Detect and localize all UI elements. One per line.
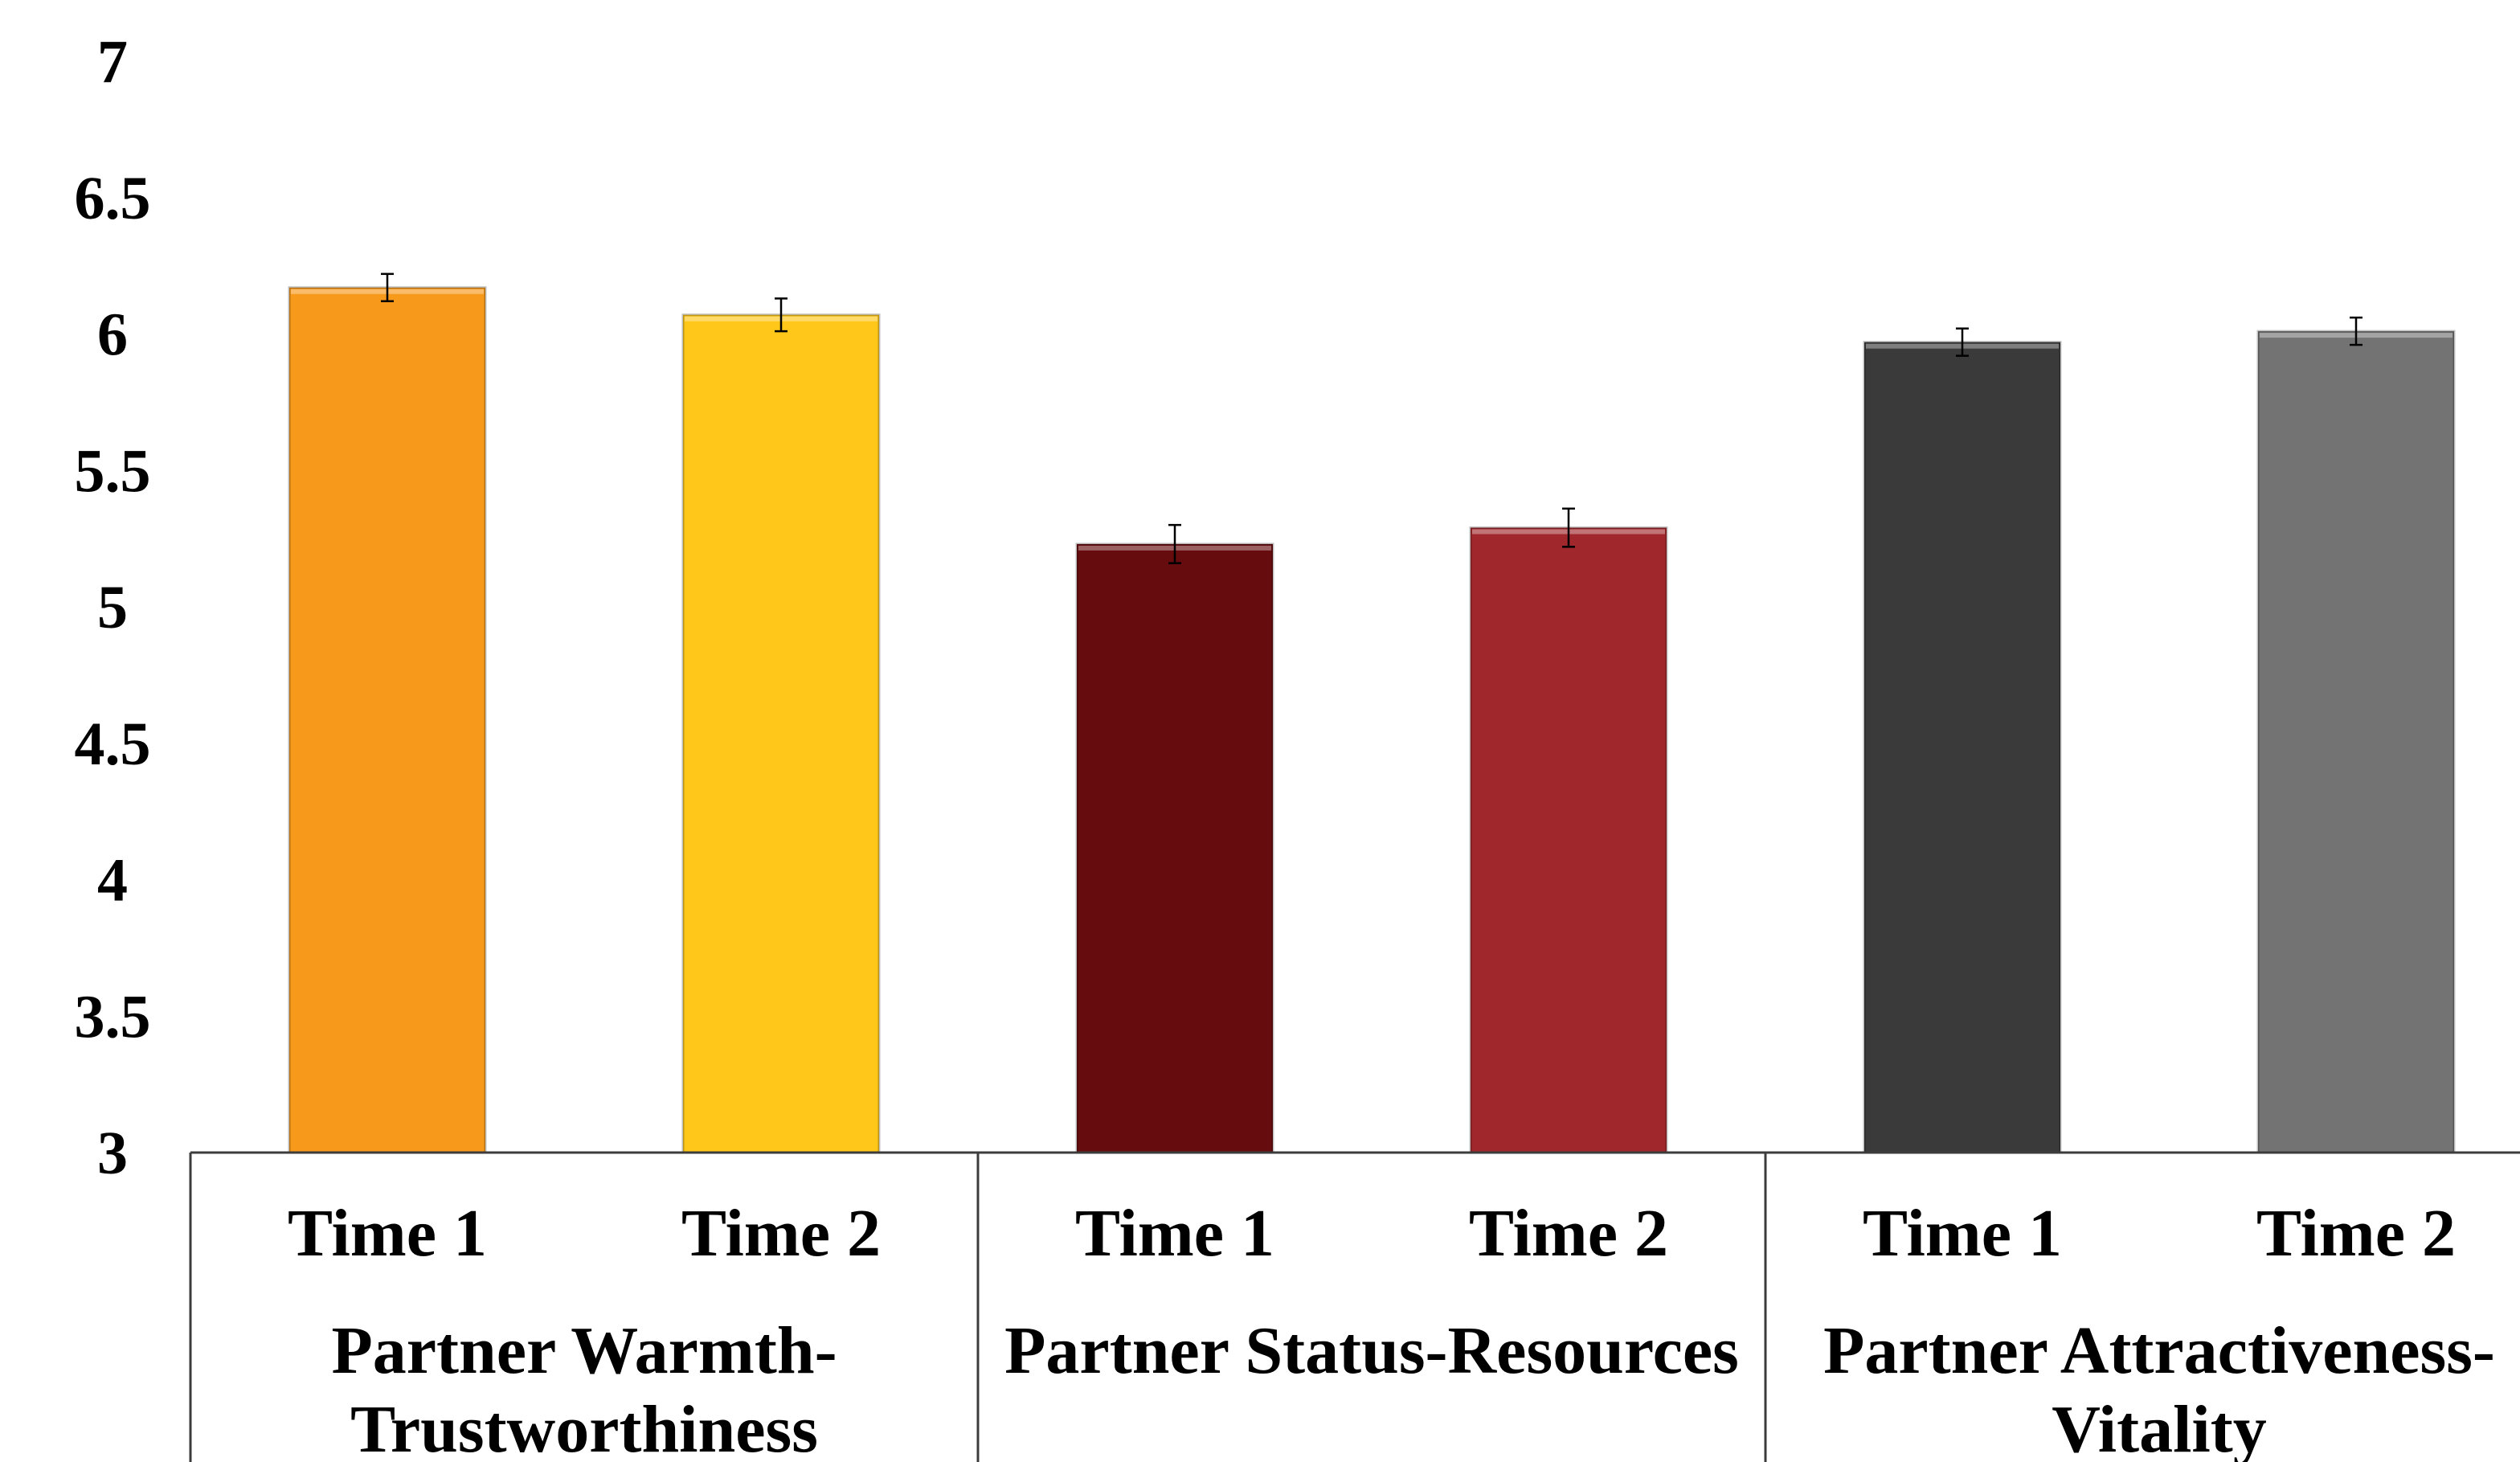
bars xyxy=(288,286,2456,1154)
x-axis-labels: Time 1 Time 2 Partner Warmth-Trustworthine… xyxy=(288,1196,2495,1462)
x-tick-label: Time 1 xyxy=(288,1196,487,1271)
bar xyxy=(1469,526,1668,1154)
y-tick-label: 7 xyxy=(97,28,128,96)
x-tick-label: Time 2 xyxy=(1469,1196,1668,1271)
group-label: Vitality xyxy=(2052,1392,2267,1462)
bar xyxy=(681,313,881,1154)
y-tick-label: 3.5 xyxy=(75,983,151,1050)
bar xyxy=(1075,543,1274,1154)
bar xyxy=(1863,341,2062,1154)
x-axis xyxy=(189,1151,2520,1462)
error-bars xyxy=(381,272,2362,564)
x-tick-label: Time 2 xyxy=(2256,1196,2456,1271)
group-label: Partner Warmth- xyxy=(331,1313,837,1388)
y-tick-label: 5 xyxy=(97,574,128,641)
y-tick-label: 4 xyxy=(97,847,128,915)
y-tick-label: 6 xyxy=(97,301,128,369)
x-tick-label: Time 1 xyxy=(1075,1196,1274,1271)
x-tick-label: Time 1 xyxy=(1863,1196,2062,1271)
y-tick-label: 3 xyxy=(97,1120,128,1187)
y-tick-label: 6.5 xyxy=(75,165,151,232)
y-tick-label: 4.5 xyxy=(75,711,151,778)
y-tick-label: 5.5 xyxy=(75,437,151,505)
group-label: Partner Attractiveness- xyxy=(1823,1313,2495,1388)
y-axis-tick-labels: 3 3.5 4 4.5 5 5.5 6 6.5 7 xyxy=(75,28,151,1187)
bar xyxy=(2256,330,2456,1154)
x-tick-label: Time 2 xyxy=(681,1196,881,1271)
group-label: Partner Status-Resources xyxy=(1004,1313,1739,1388)
bar xyxy=(288,286,487,1154)
group-label: Trustworthiness xyxy=(350,1392,818,1462)
